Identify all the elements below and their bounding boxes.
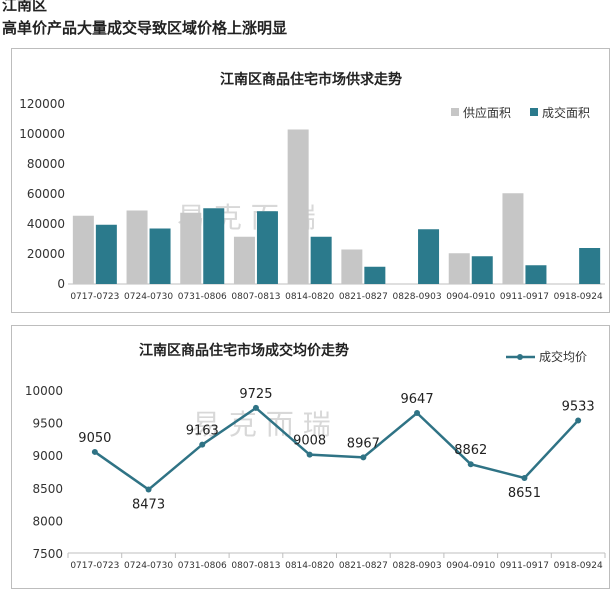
- price-data-label: 9725: [239, 387, 272, 402]
- supply-bar: [341, 249, 363, 284]
- region-heading: 江南区: [2, 0, 48, 14]
- price-data-label: 9008: [293, 434, 326, 449]
- supply-bar: [287, 129, 309, 284]
- avg-price-chart-panel: 易 克 而 瑞 江南区商品住宅市场成交均价走势 7500 8000 8500 9000…: [11, 325, 610, 589]
- price-point: [414, 410, 421, 417]
- x-tick-label: 0904-0910: [446, 561, 495, 571]
- supply-bar: [180, 212, 202, 284]
- y-tick-label: 60000: [27, 187, 65, 201]
- x-tick-label: 0918-0924: [554, 292, 603, 302]
- x-tick-label: 0814-0820: [285, 292, 334, 302]
- legend-swatch: [451, 108, 459, 116]
- legend-label: 供应面积: [463, 105, 511, 120]
- x-tick-label: 0828-0903: [393, 561, 442, 571]
- y-tick-label: 8000: [32, 514, 63, 528]
- x-tick-label: 0904-0910: [446, 292, 495, 302]
- price-point: [521, 474, 528, 481]
- supply-demand-chart: 易 克 而 瑞 江南区商品住宅市场供求走势 020000400006000080…: [19, 71, 605, 302]
- x-tick-label: 0724-0730: [124, 561, 173, 571]
- y-tick-label: 20000: [27, 247, 65, 261]
- x-tick-label: 0807-0813: [231, 292, 280, 302]
- x-tick-label: 0821-0827: [339, 561, 388, 571]
- x-tick-label: 0731-0806: [178, 292, 227, 302]
- y-tick-label: 120000: [19, 97, 65, 111]
- x-tick-label: 0814-0820: [285, 561, 334, 571]
- deal-bar: [364, 266, 386, 284]
- price-point: [360, 454, 367, 461]
- line-chart-title: 江南区商品住宅市场成交均价走势: [139, 342, 349, 359]
- price-data-label: 8651: [508, 486, 541, 501]
- y-tick-label: 0: [57, 277, 65, 291]
- price-point: [199, 441, 206, 448]
- x-tick-label: 0724-0730: [124, 292, 173, 302]
- deal-bar: [418, 229, 440, 284]
- deal-bar: [579, 248, 601, 284]
- x-tick-label: 0731-0806: [178, 561, 227, 571]
- supply-demand-chart-panel: 易 克 而 瑞 江南区商品住宅市场供求走势 0 20000 40000 60000 80…: [11, 48, 610, 313]
- y-tick-label: 8500: [32, 482, 63, 496]
- avg-price-chart: 易 克 而 瑞 江南区商品住宅市场成交均价走势 7500800085009000…: [25, 342, 606, 571]
- legend-swatch: [530, 108, 538, 116]
- supply-bar: [126, 210, 148, 284]
- price-data-label: 9163: [186, 424, 219, 439]
- price-point: [467, 461, 474, 468]
- x-tick-label: 0717-0723: [70, 292, 119, 302]
- price-data-label: 8473: [132, 498, 165, 513]
- price-data-label: 9533: [562, 399, 595, 414]
- x-tick-label: 0918-0924: [554, 561, 603, 571]
- deal-bar: [95, 224, 117, 284]
- section-heading: 高单价产品大量成交导致区域价格上涨明显: [2, 19, 288, 37]
- legend-label: 成交面积: [542, 105, 590, 120]
- price-data-label: 8862: [454, 443, 487, 458]
- deal-bar: [310, 236, 332, 284]
- y-tick-label: 9500: [32, 417, 63, 431]
- y-tick-label: 10000: [25, 384, 63, 398]
- price-data-label: 9050: [78, 431, 111, 446]
- price-point: [145, 486, 152, 493]
- x-tick-label: 0828-0903: [393, 292, 442, 302]
- price-point: [252, 404, 259, 411]
- price-data-label: 8967: [347, 436, 380, 451]
- x-tick-label: 0911-0917: [500, 292, 549, 302]
- x-tick-label: 0717-0723: [70, 561, 119, 571]
- price-point: [306, 451, 313, 458]
- deal-bar: [471, 256, 493, 284]
- legend-label: 成交均价: [539, 349, 587, 364]
- y-tick-label: 7500: [32, 547, 63, 561]
- supply-bar: [448, 253, 470, 284]
- deal-bar: [256, 211, 278, 284]
- deal-bar: [149, 228, 171, 284]
- y-tick-label: 80000: [27, 157, 65, 171]
- price-point: [575, 417, 582, 424]
- x-tick-label: 0821-0827: [339, 292, 388, 302]
- price-point: [91, 448, 98, 455]
- supply-bar: [72, 215, 94, 284]
- y-tick-label: 100000: [19, 127, 65, 141]
- price-data-label: 9647: [401, 392, 434, 407]
- x-tick-label: 0807-0813: [231, 561, 280, 571]
- deal-bar: [525, 265, 547, 284]
- y-tick-label: 9000: [32, 449, 63, 463]
- supply-bar: [233, 236, 255, 284]
- price-line: [94, 406, 580, 492]
- deal-bar: [203, 208, 225, 284]
- supply-bar: [502, 193, 524, 284]
- x-tick-label: 0911-0917: [500, 561, 549, 571]
- bar-chart-title: 江南区商品住宅市场供求走势: [220, 71, 402, 88]
- y-tick-label: 40000: [27, 217, 65, 231]
- legend-marker: [517, 354, 523, 360]
